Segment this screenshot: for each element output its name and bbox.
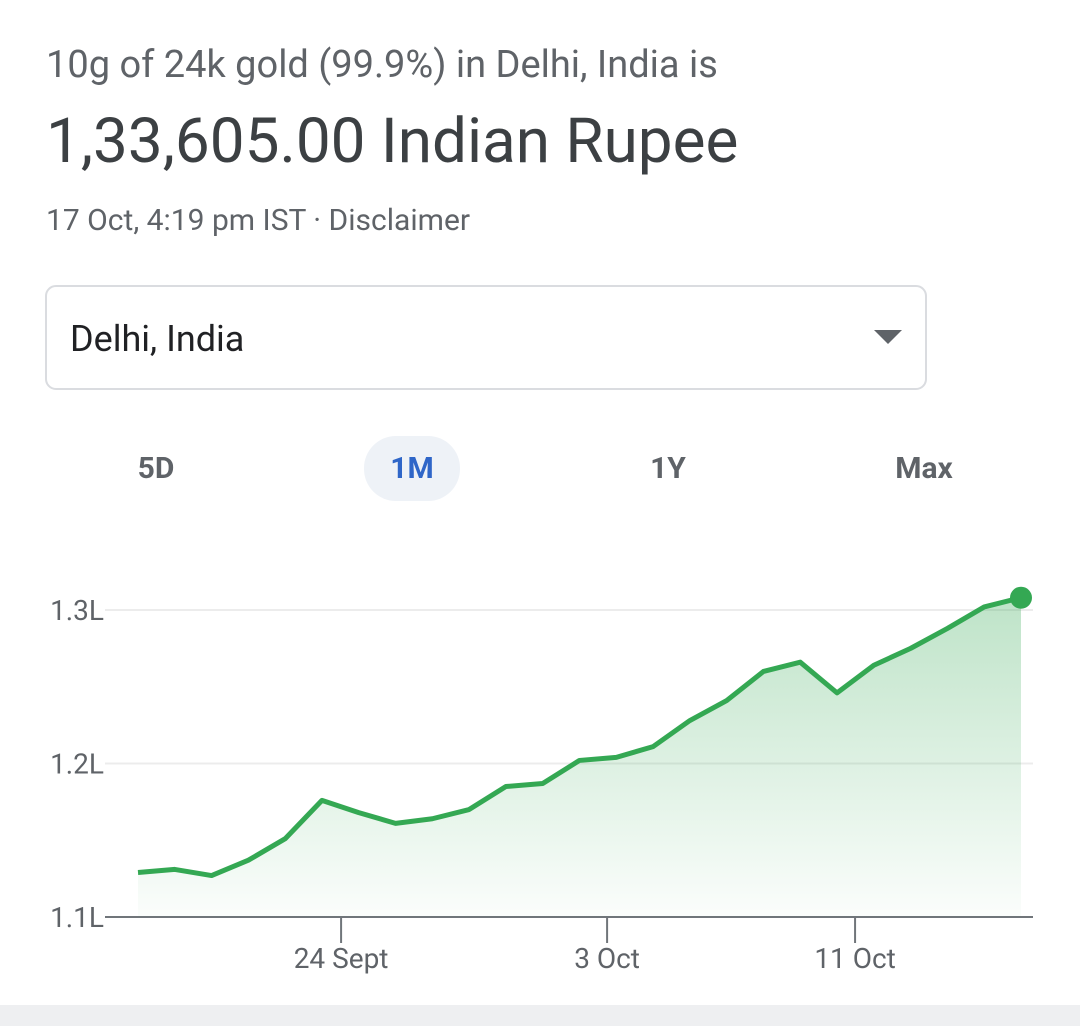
x-tick-label: 24 Sept	[294, 942, 389, 975]
last-point	[1010, 586, 1032, 609]
bottom-strip	[0, 1005, 1080, 1026]
y-tick-label: 1.1L	[50, 901, 104, 934]
subtitle: 10g of 24k gold (99.9%) in Delhi, India …	[46, 43, 718, 87]
tab[interactable]: Max	[895, 451, 953, 486]
chart: 1.1L 1.2L 1.3L 24 Sept 3 Oct 11 Oct	[50, 586, 1033, 975]
location-select[interactable]	[45, 285, 927, 390]
range-tabs: 5D 1M 1Y Max	[138, 436, 954, 501]
y-tick-label: 1.3L	[50, 594, 104, 627]
tab[interactable]: 5D	[138, 451, 175, 486]
x-tick-label: 3 Oct	[574, 942, 640, 975]
tab[interactable]: 1Y	[650, 451, 686, 486]
tab-highlight	[364, 436, 460, 501]
price-line	[137, 595, 1022, 879]
y-tick-label: 1.2L	[50, 748, 104, 781]
tab[interactable]: 1M	[390, 451, 433, 486]
location-value: Delhi, India	[70, 318, 244, 360]
dropdown-arrow	[874, 330, 902, 344]
price: 1,33,605.00 Indian Rupee	[46, 105, 738, 178]
x-tick-label: 11 Oct	[814, 942, 896, 975]
area	[138, 597, 1021, 917]
timestamp: 17 Oct, 4:19 pm IST · Disclaimer	[46, 203, 470, 238]
